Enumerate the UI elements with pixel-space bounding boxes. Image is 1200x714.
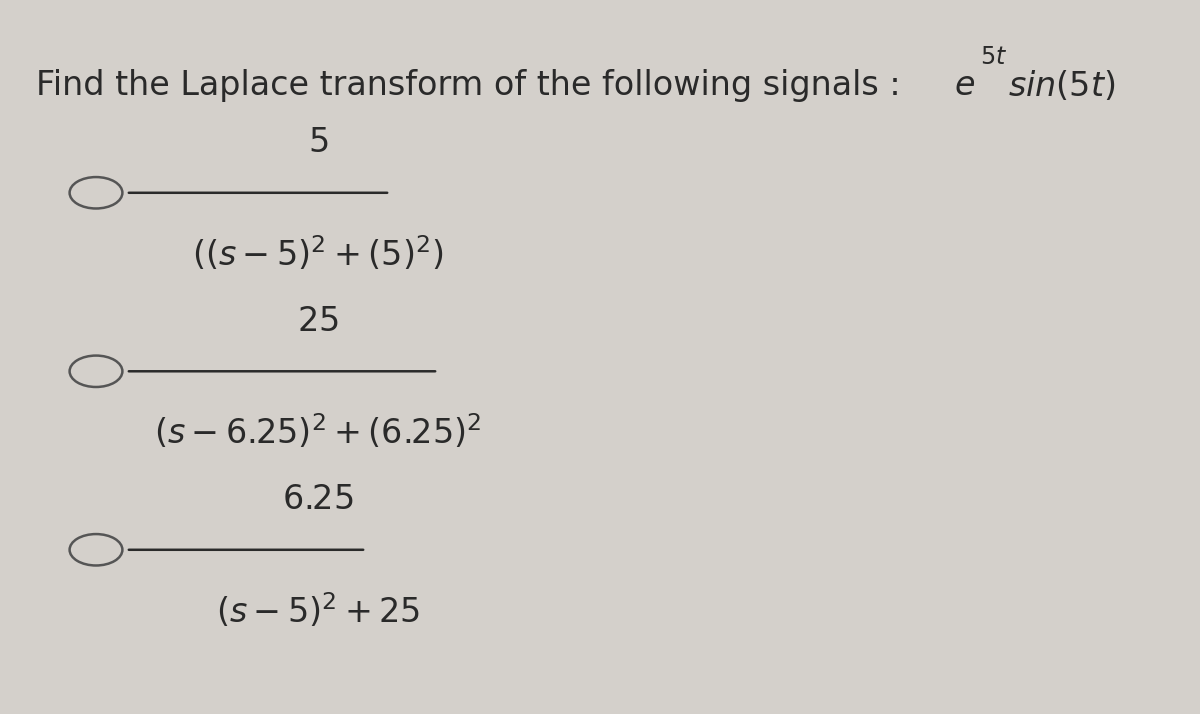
Text: $e$: $e$ [954, 69, 976, 102]
Text: $6.25$: $6.25$ [282, 483, 354, 516]
Text: $25$: $25$ [298, 305, 338, 338]
Text: $5t$: $5t$ [980, 45, 1008, 69]
Text: Find the Laplace transform of the following signals :: Find the Laplace transform of the follow… [36, 69, 911, 102]
Text: $sin(5t)$: $sin(5t)$ [1008, 69, 1115, 103]
Text: $(s-6.25)^{2}+(6.25)^{2}$: $(s-6.25)^{2}+(6.25)^{2}$ [155, 413, 481, 451]
Text: $5$: $5$ [308, 126, 328, 159]
Text: $(s-5)^{2}+25$: $(s-5)^{2}+25$ [216, 591, 420, 630]
Text: $((s-5)^{2}+(5)^{2})$: $((s-5)^{2}+(5)^{2})$ [192, 234, 444, 273]
